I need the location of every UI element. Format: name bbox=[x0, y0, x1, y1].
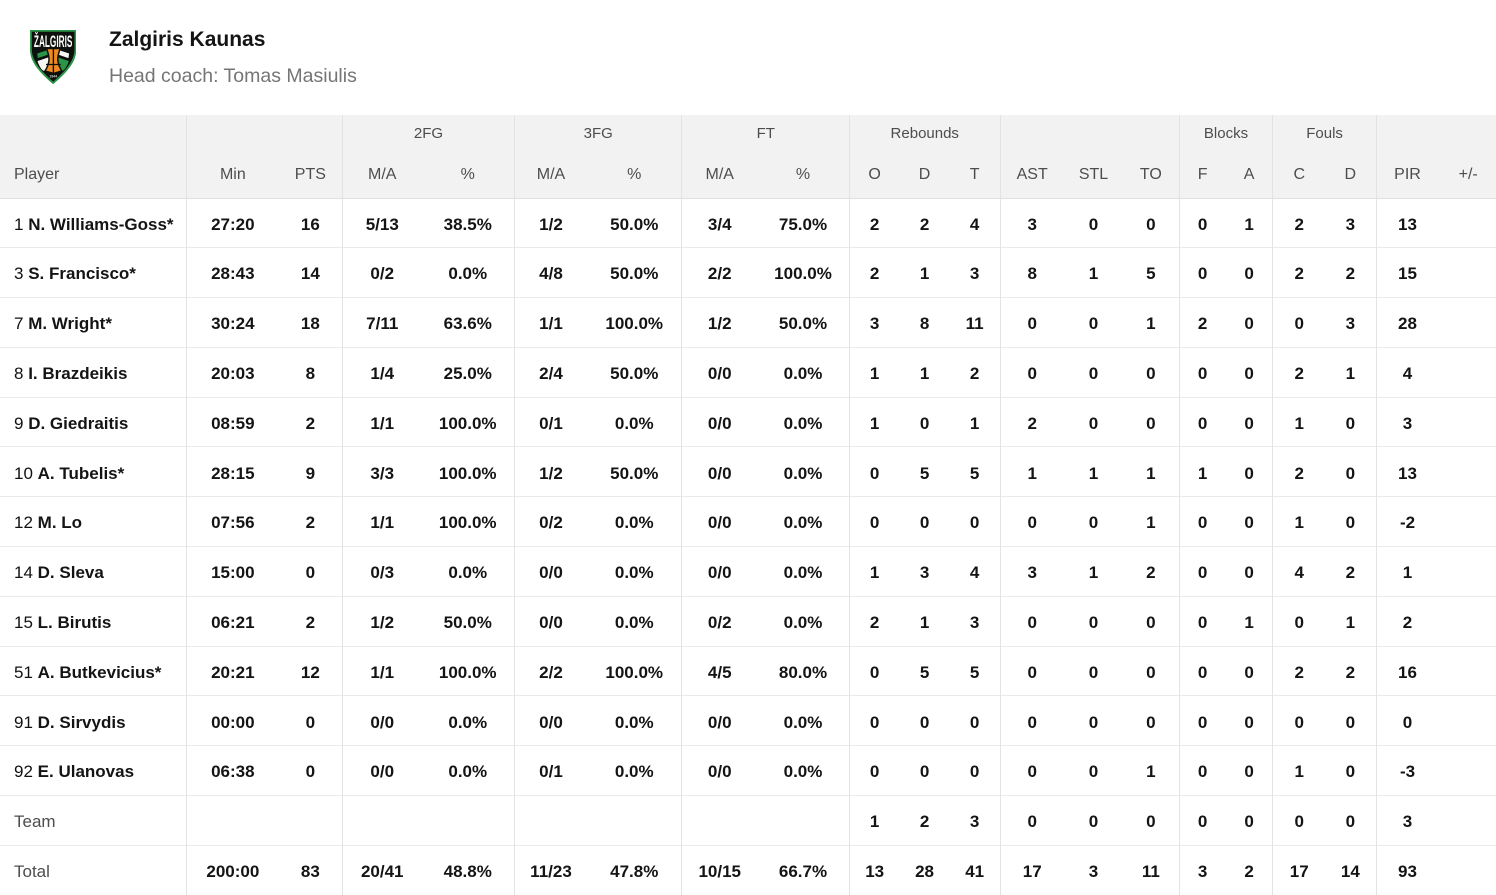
svg-text:ŽALGIRIS: ŽALGIRIS bbox=[34, 32, 72, 51]
svg-text:1944: 1944 bbox=[49, 74, 57, 78]
